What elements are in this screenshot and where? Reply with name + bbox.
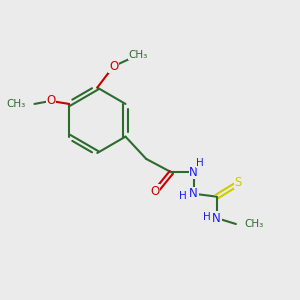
Text: CH₃: CH₃ [129, 50, 148, 60]
Text: S: S [234, 176, 242, 189]
Text: H: H [179, 191, 187, 201]
Text: N: N [212, 212, 221, 225]
Text: H: H [203, 212, 211, 222]
Text: N: N [189, 166, 198, 179]
Text: O: O [46, 94, 56, 107]
Text: CH₃: CH₃ [244, 219, 263, 229]
Text: O: O [150, 184, 159, 197]
Text: H: H [196, 158, 204, 168]
Text: N: N [189, 187, 198, 200]
Text: CH₃: CH₃ [6, 99, 26, 109]
Text: O: O [109, 60, 118, 73]
